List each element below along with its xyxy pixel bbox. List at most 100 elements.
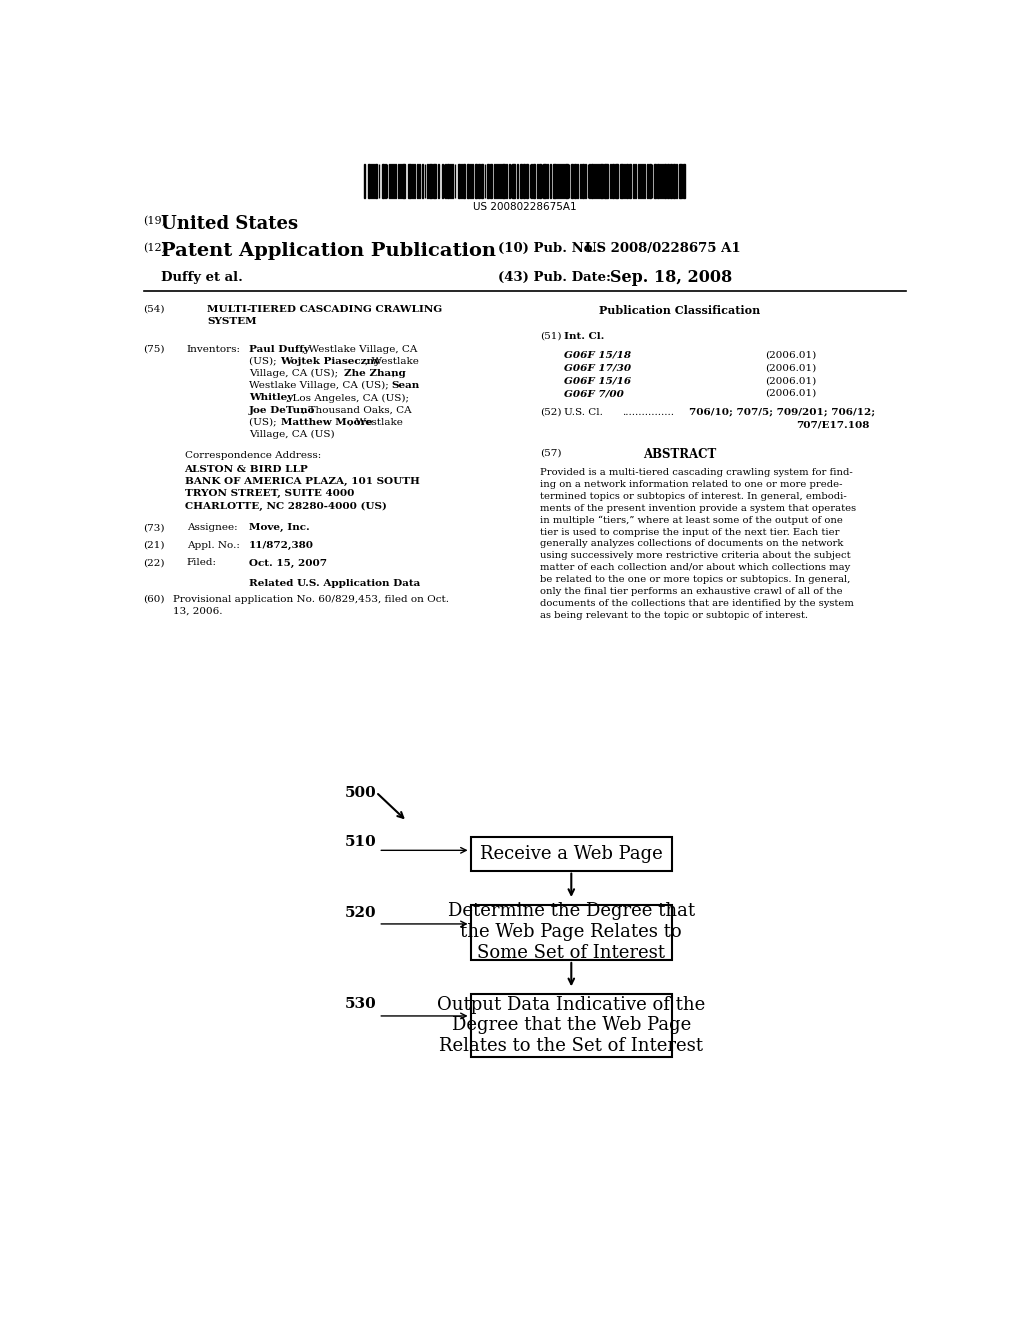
Bar	[506, 164, 507, 198]
Text: (52): (52)	[541, 408, 562, 417]
Text: Correspondence Address:: Correspondence Address:	[184, 450, 321, 459]
Text: (73): (73)	[143, 523, 165, 532]
Text: Int. Cl.: Int. Cl.	[563, 331, 604, 341]
Text: US 20080228675A1: US 20080228675A1	[473, 202, 577, 211]
Text: 520: 520	[345, 906, 377, 920]
Text: 706/10; 707/5; 709/201; 706/12;: 706/10; 707/5; 709/201; 706/12;	[689, 408, 876, 417]
Bar	[664, 164, 667, 198]
Bar	[594, 164, 595, 198]
Text: Related U.S. Application Data: Related U.S. Application Data	[249, 578, 420, 587]
Bar	[583, 164, 584, 198]
Bar	[561, 164, 562, 198]
Text: , Thousand Oaks, CA: , Thousand Oaks, CA	[302, 405, 412, 414]
Bar	[394, 164, 396, 198]
Bar	[615, 164, 616, 198]
Text: 530: 530	[345, 997, 377, 1011]
Bar	[520, 164, 522, 198]
Bar	[408, 164, 411, 198]
Text: , Westlake: , Westlake	[365, 356, 419, 366]
Bar	[649, 164, 651, 198]
Bar	[490, 164, 493, 198]
Bar	[433, 164, 436, 198]
Text: Publication Classification: Publication Classification	[599, 305, 761, 315]
Bar	[626, 164, 628, 198]
Text: (75): (75)	[143, 345, 165, 354]
Bar	[598, 164, 599, 198]
Text: Joe DeTuno: Joe DeTuno	[249, 405, 315, 414]
Text: MULTI-TIERED CASCADING CRAWLING: MULTI-TIERED CASCADING CRAWLING	[207, 305, 442, 314]
Text: be related to the one or more topics or subtopics. In general,: be related to the one or more topics or …	[541, 576, 851, 583]
Text: (2006.01): (2006.01)	[765, 376, 816, 385]
Text: Appl. No.:: Appl. No.:	[187, 541, 240, 550]
Text: (US);: (US);	[249, 356, 280, 366]
Bar	[382, 164, 384, 198]
Bar	[621, 164, 623, 198]
Text: as being relevant to the topic or subtopic of interest.: as being relevant to the topic or subtop…	[541, 611, 808, 619]
Bar	[600, 164, 603, 198]
Text: Provisional application No. 60/829,453, filed on Oct.: Provisional application No. 60/829,453, …	[173, 595, 449, 603]
Bar	[402, 164, 403, 198]
Bar	[522, 164, 524, 198]
Text: , Los Angeles, CA (US);: , Los Angeles, CA (US);	[286, 393, 409, 403]
Bar	[446, 164, 449, 198]
Text: ABSTRACT: ABSTRACT	[643, 449, 717, 461]
Text: (43) Pub. Date:: (43) Pub. Date:	[499, 271, 611, 284]
Text: documents of the collections that are identified by the system: documents of the collections that are id…	[541, 599, 854, 607]
Bar	[472, 164, 473, 198]
Text: Duffy et al.: Duffy et al.	[161, 271, 243, 284]
Text: G06F 7/00: G06F 7/00	[563, 389, 624, 399]
Text: Village, CA (US);: Village, CA (US);	[249, 370, 341, 379]
Text: Move, Inc.: Move, Inc.	[249, 523, 309, 532]
Text: TRYON STREET, SUITE 4000: TRYON STREET, SUITE 4000	[184, 490, 354, 498]
Bar	[574, 164, 575, 198]
Text: Matthew Moore: Matthew Moore	[281, 417, 372, 426]
Text: Oct. 15, 2007: Oct. 15, 2007	[249, 558, 327, 568]
Text: Provided is a multi-tiered cascading crawling system for find-: Provided is a multi-tiered cascading cra…	[541, 469, 853, 478]
Text: Filed:: Filed:	[187, 558, 217, 568]
Text: tier is used to comprise the input of the next tier. Each tier: tier is used to comprise the input of th…	[541, 528, 840, 537]
Text: Village, CA (US): Village, CA (US)	[249, 430, 335, 440]
Bar	[467, 164, 469, 198]
Text: ALSTON & BIRD LLP: ALSTON & BIRD LLP	[184, 465, 308, 474]
Bar	[630, 164, 632, 198]
Text: (2006.01): (2006.01)	[765, 389, 816, 399]
Text: Sep. 18, 2008: Sep. 18, 2008	[610, 269, 732, 286]
Bar	[376, 164, 377, 198]
Text: G06F 15/16: G06F 15/16	[563, 376, 631, 385]
Text: 707/E17.108: 707/E17.108	[796, 421, 869, 429]
Bar	[427, 164, 428, 198]
Bar	[494, 164, 495, 198]
Bar	[512, 164, 515, 198]
Text: (19): (19)	[143, 216, 167, 227]
Text: (22): (22)	[143, 558, 165, 568]
Text: United States: United States	[161, 215, 298, 232]
Bar	[526, 164, 527, 198]
Bar	[458, 164, 460, 198]
Bar	[517, 164, 518, 198]
Bar	[478, 164, 480, 198]
Bar	[557, 164, 558, 198]
Bar	[391, 164, 392, 198]
Text: , Westlake Village, CA: , Westlake Village, CA	[302, 345, 417, 354]
Bar	[464, 164, 465, 198]
Text: Assignee:: Assignee:	[187, 523, 238, 532]
Text: ,: ,	[391, 370, 394, 378]
Text: Westlake Village, CA (US);: Westlake Village, CA (US);	[249, 381, 392, 391]
Bar	[674, 164, 675, 198]
Text: using successively more restrictive criteria about the subject: using successively more restrictive crit…	[541, 552, 851, 560]
Bar	[438, 164, 439, 198]
Text: (60): (60)	[143, 595, 165, 603]
Bar	[596, 164, 597, 198]
Text: BANK OF AMERICA PLAZA, 101 SOUTH: BANK OF AMERICA PLAZA, 101 SOUTH	[184, 477, 420, 486]
Text: (10) Pub. No.:: (10) Pub. No.:	[499, 243, 602, 255]
Text: Patent Application Publication: Patent Application Publication	[161, 243, 496, 260]
Text: Inventors:: Inventors:	[187, 345, 241, 354]
Bar	[534, 164, 536, 198]
Bar	[414, 164, 416, 198]
Bar	[605, 164, 608, 198]
Text: generally analyzes collections of documents on the network: generally analyzes collections of docume…	[541, 540, 844, 549]
Bar	[471, 837, 672, 871]
Text: matter of each collection and/or about which collections may: matter of each collection and/or about w…	[541, 564, 851, 572]
Bar	[553, 164, 556, 198]
Text: (2006.01): (2006.01)	[765, 351, 816, 360]
